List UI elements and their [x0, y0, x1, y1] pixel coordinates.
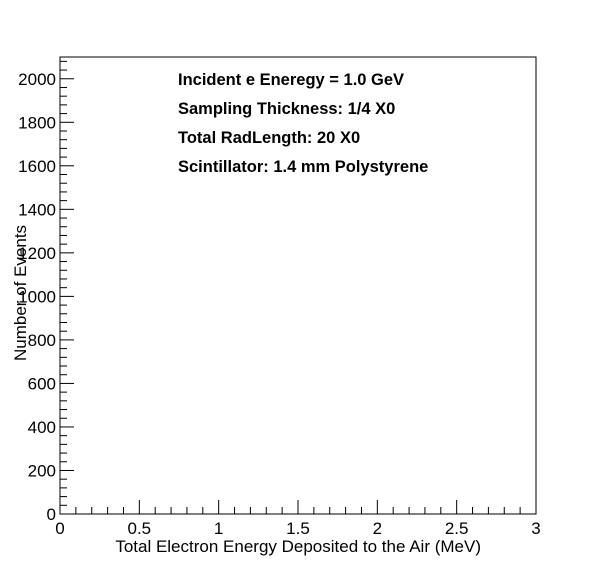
y-tick-label: 600 [28, 374, 56, 393]
y-tick-label: 2000 [18, 70, 56, 89]
x-axis: 0 0.5 1 1.5 2 2.5 3 [55, 500, 541, 538]
y-axis-label: Number of Events [11, 225, 30, 361]
plot-frame [59, 56, 537, 515]
x-tick-label: 1.5 [286, 519, 310, 538]
annotation-line: Total RadLength: 20 X0 [178, 129, 360, 147]
y-tick-label: 800 [28, 331, 56, 350]
x-axis-label: Total Electron Energy Deposited to the A… [115, 537, 481, 556]
y-tick-label: 400 [28, 418, 56, 437]
x-tick-label: 2 [373, 519, 382, 538]
x-tick-label: 3 [531, 519, 540, 538]
y-tick-label: 1800 [18, 113, 56, 132]
x-tick-label: 0.5 [128, 519, 152, 538]
annotation-line: Sampling Thickness: 1/4 X0 [178, 100, 395, 118]
annotation-line: Incident e Eneregy = 1.0 GeV [178, 71, 404, 89]
x-tick-label: 2.5 [445, 519, 469, 538]
y-tick-label: 200 [28, 461, 56, 480]
y-axis: 0 200 400 600 800 1000 1200 1400 1600 1800 2000 [18, 60, 74, 524]
y-tick-label: 1200 [18, 244, 56, 263]
y-tick-label: 1400 [18, 200, 56, 219]
y-tick-label: 1000 [18, 287, 56, 306]
x-tick-label: 1 [214, 519, 223, 538]
y-tick-label: 1600 [18, 157, 56, 176]
annotation-block: Incident e Eneregy = 1.0 GeV Sampling Thi… [178, 71, 428, 176]
x-tick-label: 0 [55, 519, 64, 538]
y-tick-label: 0 [47, 505, 56, 524]
annotation-line: Scintillator: 1.4 mm Polystyrene [178, 158, 428, 176]
